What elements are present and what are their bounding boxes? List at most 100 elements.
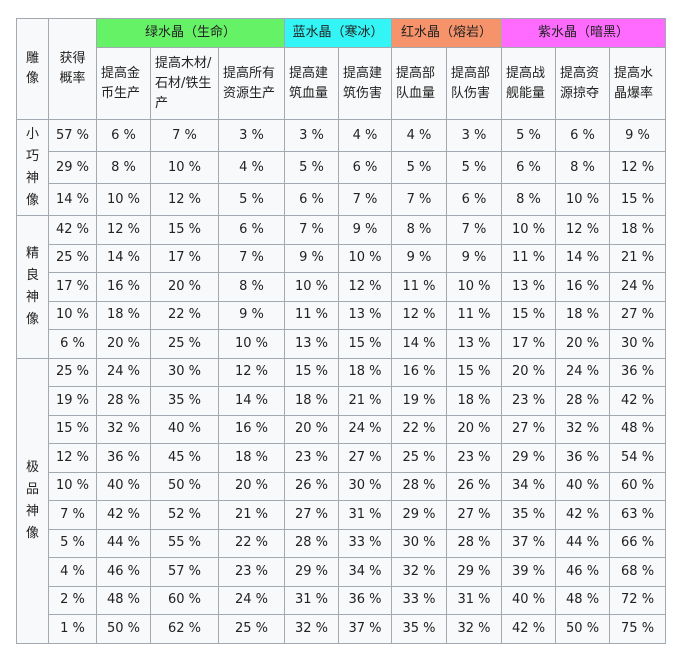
value-cell: 50 % <box>96 614 151 644</box>
probability-cell: 2 % <box>48 585 97 615</box>
data-row: 17 % 16 % 20 % 8 % 10 % 12 % 11 % 10 % 13 % 16 % 2… <box>17 272 667 302</box>
table-header: 雕像 获得概率 绿水晶（生命） 蓝水晶（寒冰） 红水晶（熔岩） 紫水晶（暗黑） 提高金币生产… <box>16 18 667 120</box>
value-cell: 27 % <box>446 500 503 530</box>
value-cell: 46 % <box>555 557 611 587</box>
value-cell: 28 % <box>284 528 339 558</box>
value-cell: 14 % <box>555 243 611 273</box>
value-cell: 28 % <box>446 528 503 558</box>
value-cell: 42 % <box>609 386 667 416</box>
value-cell: 24 % <box>555 357 611 387</box>
value-cell: 5 % <box>446 151 503 184</box>
value-cell: 6 % <box>501 151 557 184</box>
value-cell: 50 % <box>555 614 611 644</box>
value-cell: 4 % <box>218 151 285 184</box>
value-cell: 57 % <box>150 557 219 587</box>
value-cell: 8 % <box>96 151 151 184</box>
column-header: 提高金币生产 <box>96 47 151 120</box>
column-header: 提高战舰能量 <box>501 47 557 120</box>
probability-cell: 29 % <box>48 151 97 184</box>
value-cell: 54 % <box>609 443 667 473</box>
value-cell: 16 % <box>555 272 611 302</box>
value-cell: 42 % <box>501 614 557 644</box>
data-row: 29 % 8 % 10 % 4 % 5 % 6 % 5 % 5 % 6 % 8 % 12 % <box>17 151 667 184</box>
value-cell: 17 % <box>150 243 219 273</box>
value-cell: 6 % <box>337 151 393 184</box>
value-cell: 10 % <box>501 215 557 245</box>
value-cell: 20 % <box>446 414 503 444</box>
value-cell: 31 % <box>446 585 503 615</box>
value-cell: 8 % <box>555 151 611 184</box>
data-row: 极品神像 25 % 24 % 30 % 12 % 15 % 18 % 16 % 15 % 20 %… <box>16 357 667 644</box>
value-cell: 6 % <box>555 119 611 152</box>
value-cell: 12 % <box>150 183 219 216</box>
probability-cell: 25 % <box>48 357 97 387</box>
value-cell: 3 % <box>446 119 503 152</box>
value-cell: 52 % <box>150 500 219 530</box>
value-cell: 75 % <box>609 614 667 644</box>
data-table: 雕像 获得概率 绿水晶（生命） 蓝水晶（寒冰） 红水晶（熔岩） 紫水晶（暗黑） 提高金币生产… <box>16 18 667 644</box>
value-cell: 55 % <box>150 528 219 558</box>
value-cell: 35 % <box>501 500 557 530</box>
value-cell: 48 % <box>555 585 611 615</box>
value-cell: 8 % <box>391 215 448 245</box>
data-row: 6 % 20 % 25 % 10 % 13 % 15 % 14 % 13 % 17 % 20 % 3… <box>17 329 667 359</box>
value-cell: 31 % <box>284 585 339 615</box>
value-cell: 18 % <box>609 215 667 245</box>
value-cell: 30 % <box>609 329 667 359</box>
value-cell: 12 % <box>391 300 448 330</box>
value-cell: 21 % <box>218 500 285 530</box>
value-cell: 30 % <box>150 357 219 387</box>
value-cell: 40 % <box>96 471 151 501</box>
value-cell: 4 % <box>391 119 448 152</box>
group-header: 绿水晶（生命） <box>96 18 285 48</box>
value-cell: 6 % <box>96 119 151 152</box>
probability-cell: 25 % <box>48 243 97 273</box>
value-cell: 26 % <box>446 471 503 501</box>
probability-cell: 19 % <box>48 386 97 416</box>
value-cell: 24 % <box>96 357 151 387</box>
value-cell: 62 % <box>150 614 219 644</box>
value-cell: 9 % <box>391 243 448 273</box>
value-cell: 18 % <box>446 386 503 416</box>
value-cell: 11 % <box>501 243 557 273</box>
value-cell: 10 % <box>96 183 151 216</box>
value-cell: 27 % <box>284 500 339 530</box>
header-row: 提高金币生产 提高木材/石材/铁生产 提高所有资源生产 提高建筑血量 提高建筑伤害 提高部… <box>17 47 667 120</box>
value-cell: 14 % <box>391 329 448 359</box>
value-cell: 11 % <box>446 300 503 330</box>
value-cell: 24 % <box>337 414 393 444</box>
value-cell: 6 % <box>446 183 503 216</box>
value-cell: 10 % <box>337 243 393 273</box>
data-row: 5 % 44 % 55 % 22 % 28 % 33 % 30 % 28 % 37 % 44 % 6… <box>17 528 667 558</box>
value-cell: 19 % <box>391 386 448 416</box>
section-label: 极品神像 <box>16 357 49 644</box>
value-cell: 16 % <box>96 272 151 302</box>
probability-cell: 17 % <box>48 272 97 302</box>
data-row: 精良神像 42 % 12 % 15 % 6 % 7 % 9 % 8 % 7 % 10 % 12 % 1… <box>16 215 667 359</box>
value-cell: 20 % <box>284 414 339 444</box>
value-cell: 48 % <box>609 414 667 444</box>
value-cell: 21 % <box>609 243 667 273</box>
probability-cell: 4 % <box>48 557 97 587</box>
value-cell: 29 % <box>501 443 557 473</box>
value-cell: 10 % <box>218 329 285 359</box>
value-cell: 5 % <box>284 151 339 184</box>
value-cell: 9 % <box>284 243 339 273</box>
column-header: 提高部队血量 <box>391 47 448 120</box>
value-cell: 10 % <box>150 151 219 184</box>
value-cell: 34 % <box>337 557 393 587</box>
data-row: 7 % 42 % 52 % 21 % 27 % 31 % 29 % 27 % 35 % 42 % 6… <box>17 500 667 530</box>
value-cell: 3 % <box>218 119 285 152</box>
value-cell: 48 % <box>96 585 151 615</box>
value-cell: 50 % <box>150 471 219 501</box>
value-cell: 9 % <box>218 300 285 330</box>
table-body: 小巧神像 57 % 6 % 7 % 3 % 3 % 4 % 4 % 3 % 5 % 6 % 9 % 29… <box>16 119 667 644</box>
probability-cell: 10 % <box>48 300 97 330</box>
value-cell: 3 % <box>284 119 339 152</box>
value-cell: 27 % <box>501 414 557 444</box>
value-cell: 35 % <box>391 614 448 644</box>
value-cell: 32 % <box>96 414 151 444</box>
value-cell: 16 % <box>218 414 285 444</box>
value-cell: 15 % <box>284 357 339 387</box>
